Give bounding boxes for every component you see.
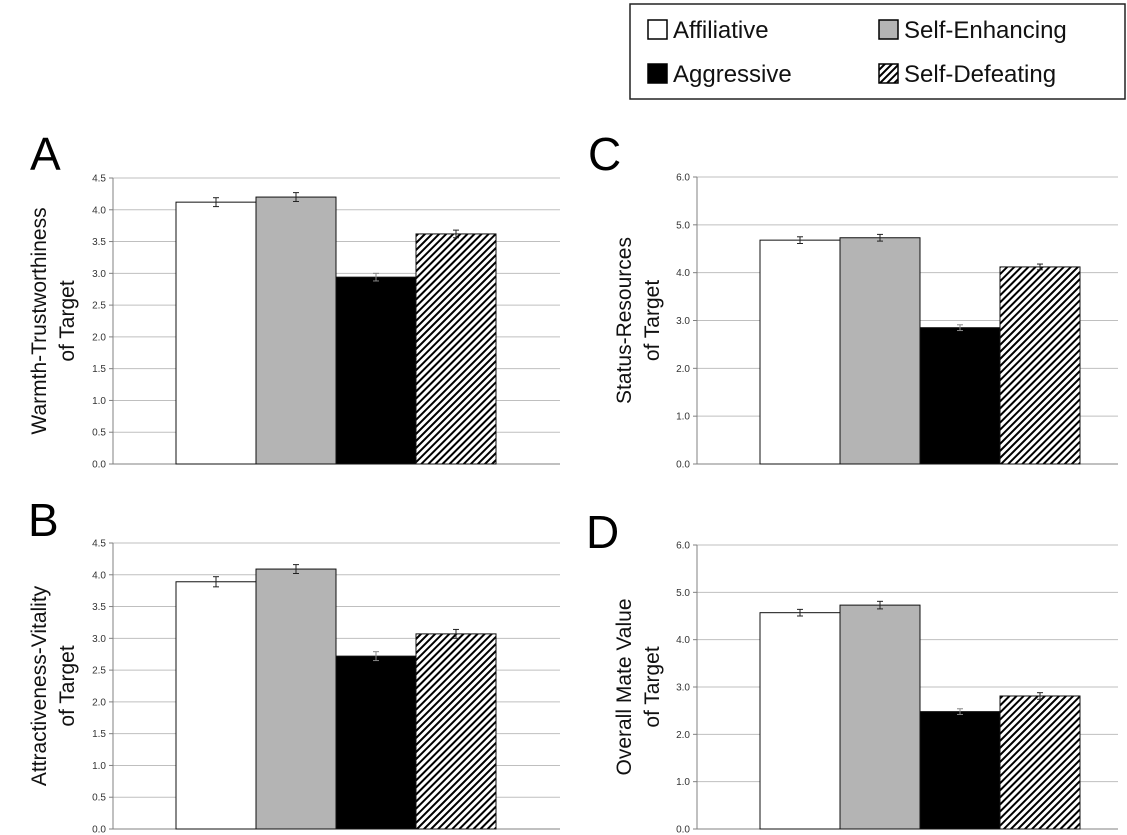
panel-c-chart: 0.0 1.0 2.0 3.0 4.0 5.0 6.0 Status-Resources of … [613, 173, 1118, 471]
panel-c-ytick-label: 4.0 [676, 268, 690, 279]
panel-d-ytick-label: 6.0 [676, 541, 690, 552]
panel-c-errorbar-self-defeating [1037, 263, 1043, 271]
legend-swatch-aggressive [647, 63, 668, 84]
panel-b-ytick-label: 1.5 [92, 729, 106, 740]
panel-d-chart: 0.0 1.0 2.0 3.0 4.0 5.0 6.0 Overall Mate Value o… [613, 541, 1118, 835]
panel-c-bar-self-enhancing [839, 237, 921, 465]
legend-swatch-affiliative [647, 19, 668, 40]
legend-box [629, 3, 1126, 100]
panel-a-errorbar-aggressive [373, 272, 379, 282]
panel-c-errorbar-aggressive [957, 324, 963, 332]
panel-b-errorbar-self-defeating [453, 628, 459, 639]
panel-a-y-axis-label: Warmth-Trustworthiness of Target [28, 207, 79, 434]
panel-d-bar-self-defeating [999, 695, 1081, 830]
panel-b-bar-affiliative [175, 581, 257, 830]
panel-a-chart: 0.0 0.5 1.0 1.5 2.0 2.5 3.0 3.5 4.0 4.5 Warmth-Tru… [28, 174, 560, 471]
panel-c-ytick-label: 6.0 [676, 173, 690, 184]
panel-d-errorbar-self-defeating [1037, 692, 1043, 700]
panel-c-bar-aggressive [919, 327, 1001, 465]
panel-d-ytick-label: 0.0 [676, 825, 690, 835]
panel-b-errorbar-aggressive [373, 651, 379, 662]
panel-a-ytick-label: 0.0 [92, 460, 106, 471]
panel-c-bar-self-defeating [999, 266, 1081, 465]
legend-label-affiliative: Affiliative [673, 17, 769, 44]
panel-letter-b: B [28, 494, 59, 546]
panel-b-errorbar-affiliative [213, 576, 219, 588]
panel-c-errorbar-affiliative [797, 236, 803, 244]
panel-d-ytick-label: 1.0 [676, 777, 690, 788]
panel-b-chart: 0.0 0.5 1.0 1.5 2.0 2.5 3.0 3.5 4.0 4.5 Attractive… [28, 539, 560, 835]
legend-label-self-enhancing: Self-Enhancing [904, 17, 1067, 44]
panel-c-ytick-label: 1.0 [676, 412, 690, 423]
panel-d-y-axis-label: Overall Mate Value of Target [613, 598, 664, 775]
panel-c-y-axis-label: Status-Resources of Target [613, 237, 664, 404]
legend: Affiliative Self-Enhancing Aggressive Se… [629, 3, 1126, 100]
panel-c-errorbar-self-enhancing [877, 233, 883, 242]
panel-a-ytick-label: 1.0 [92, 396, 106, 407]
panel-b-ytick-label: 0.0 [92, 825, 106, 835]
panel-d-errorbar-self-enhancing [877, 600, 883, 610]
panel-d-bar-affiliative [759, 612, 841, 830]
panel-b-ytick-label: 3.0 [92, 634, 106, 645]
panel-a-ytick-label: 4.0 [92, 205, 106, 216]
panel-a-ytick-label: 3.0 [92, 269, 106, 280]
panel-b-ytick-label: 1.0 [92, 761, 106, 772]
legend-swatch-self-defeating [878, 63, 899, 84]
panel-a-errorbar-self-defeating [453, 229, 459, 239]
panel-b-bar-self-enhancing [255, 568, 337, 830]
panel-d-bar-aggressive [919, 711, 1001, 830]
panel-b-ytick-label: 3.5 [92, 602, 106, 613]
panel-a-ytick-label: 3.5 [92, 237, 106, 248]
panel-b-ytick-label: 4.0 [92, 570, 106, 581]
panel-d-ytick-label: 3.0 [676, 683, 690, 694]
panel-d-errorbar-aggressive [957, 708, 963, 715]
panel-a-bar-affiliative [175, 201, 257, 465]
panel-d-ytick-label: 4.0 [676, 635, 690, 646]
panel-b-ytick-label: 4.5 [92, 539, 106, 550]
panel-letter-c: C [588, 128, 621, 180]
panel-d-ytick-label: 5.0 [676, 588, 690, 599]
panel-a-ytick-label: 2.5 [92, 301, 106, 312]
panel-letter-d: D [586, 506, 619, 558]
panel-b-bar-aggressive [335, 655, 417, 830]
panel-c-ytick-label: 2.0 [676, 364, 690, 375]
panel-b-y-axis-label: Attractiveness-Vitality of Target [28, 585, 79, 786]
panel-d-bar-self-enhancing [839, 604, 921, 830]
legend-label-self-defeating: Self-Defeating [904, 61, 1056, 88]
panel-d-errorbar-affiliative [797, 608, 803, 617]
panel-c-ytick-label: 3.0 [676, 316, 690, 327]
panel-b-ytick-label: 0.5 [92, 793, 106, 804]
panel-b-ytick-label: 2.0 [92, 697, 106, 708]
panel-a-bar-self-defeating [415, 233, 497, 465]
panel-b-ytick-label: 2.5 [92, 666, 106, 677]
panel-c-bar-affiliative [759, 239, 841, 465]
panel-a-ytick-label: 0.5 [92, 428, 106, 439]
panel-letter-a: A [30, 128, 61, 180]
panel-d-ytick-label: 2.0 [676, 730, 690, 741]
panel-c-ytick-label: 0.0 [676, 460, 690, 471]
legend-label-aggressive: Aggressive [673, 61, 792, 88]
panel-c-ytick-label: 5.0 [676, 220, 690, 231]
panel-a-ytick-label: 4.5 [92, 174, 106, 185]
panel-a-bar-aggressive [335, 276, 417, 465]
panel-a-ytick-label: 1.5 [92, 364, 106, 375]
panel-a-bar-self-enhancing [255, 196, 337, 465]
panel-b-bar-self-defeating [415, 633, 497, 830]
legend-swatch-self-enhancing [878, 19, 899, 40]
panel-a-ytick-label: 2.0 [92, 332, 106, 343]
panel-a-errorbar-affiliative [213, 197, 219, 208]
panel-a-errorbar-self-enhancing [293, 192, 299, 203]
panel-b-errorbar-self-enhancing [293, 564, 299, 575]
